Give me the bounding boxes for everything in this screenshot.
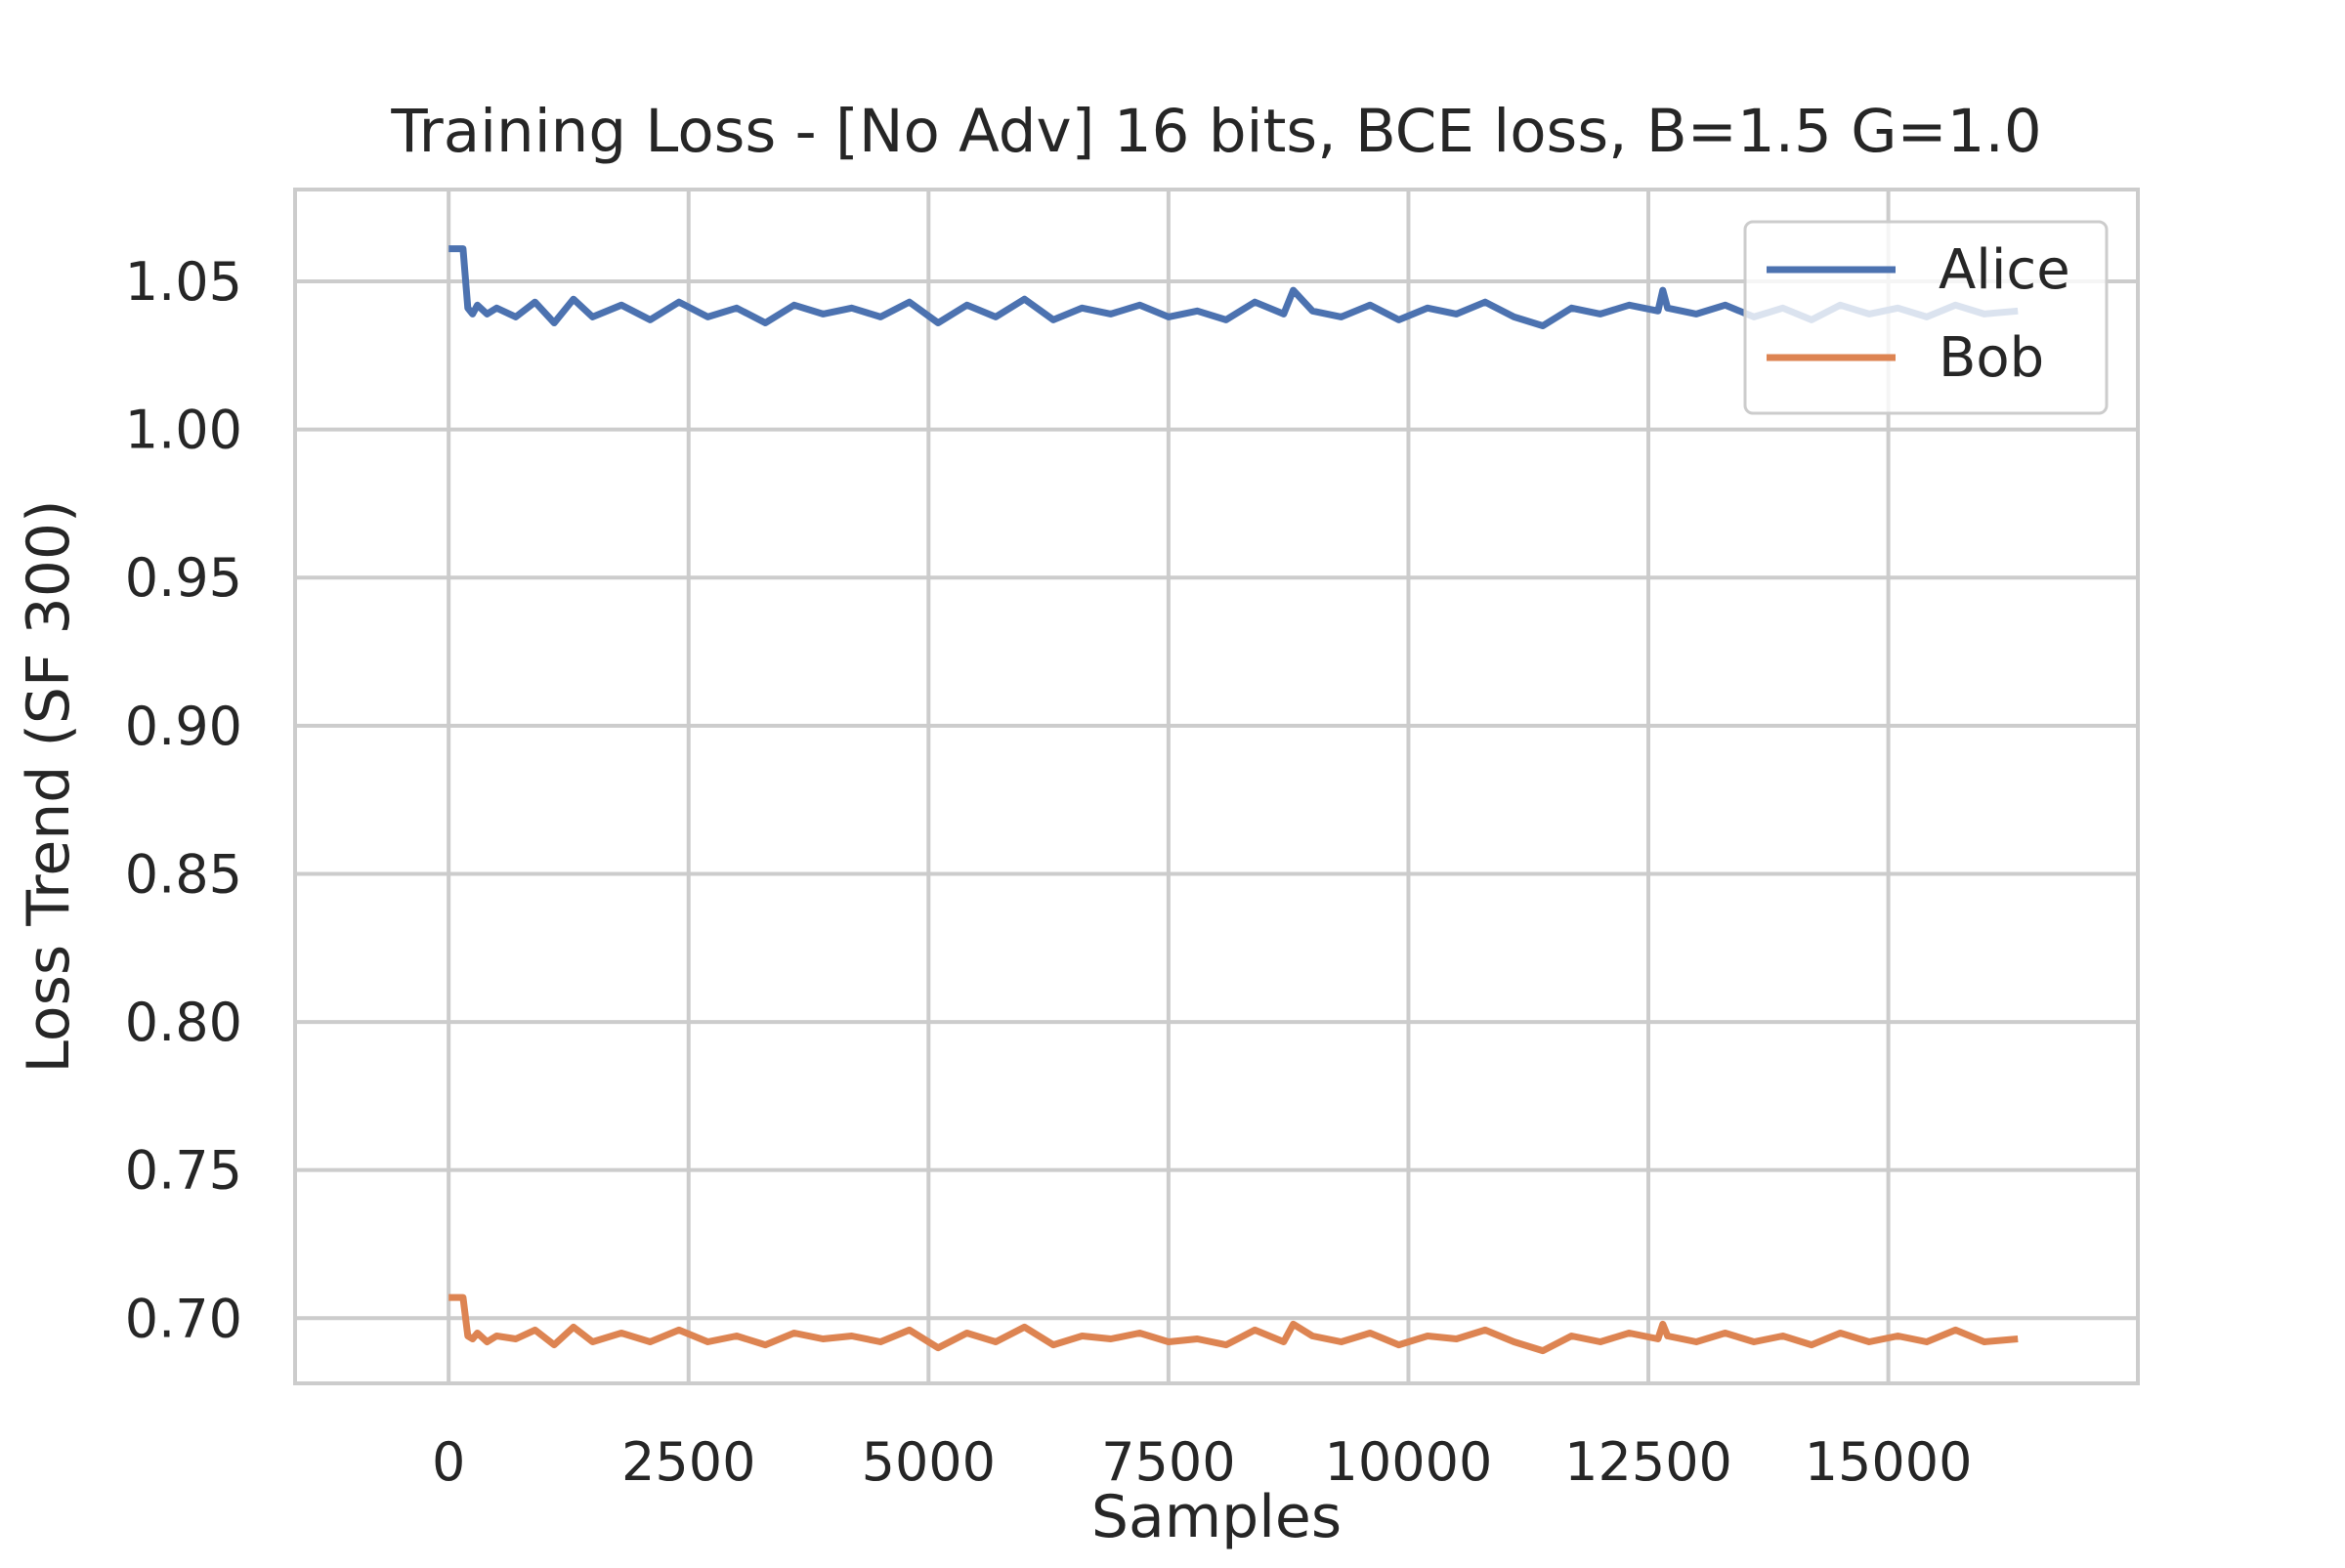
x-tick-label: 15000: [1805, 1431, 1973, 1493]
y-tick-label: 1.05: [125, 251, 242, 313]
legend-label-bob: Bob: [1939, 326, 2044, 390]
chart-title: Training Loss - [No Adv] 16 bits, BCE lo…: [390, 97, 2041, 166]
x-tick-label: 10000: [1325, 1431, 1493, 1493]
x-tick-label: 7500: [1101, 1431, 1235, 1493]
y-tick-label: 0.75: [125, 1140, 242, 1202]
y-tick-label: 0.80: [125, 992, 242, 1053]
y-axis-label: Loss Trend (SF 300): [15, 500, 83, 1074]
series-line-alice: [448, 245, 2019, 329]
plot-frame: [293, 188, 2140, 1385]
y-tick-label: 0.90: [125, 696, 242, 757]
x-axis-label: Samples: [1091, 1483, 1342, 1551]
tick-labels: 0 2500 5000 7500 10000 12500 15000 0.70 0.75 0.80…: [125, 251, 1973, 1493]
y-tick-label: 0.95: [125, 547, 242, 609]
x-tick-label: 0: [432, 1431, 465, 1493]
y-tick-label: 1.00: [125, 400, 242, 461]
series-lines: [448, 245, 2019, 1355]
legend-label-alice: Alice: [1939, 238, 2070, 302]
y-tick-label: 0.85: [125, 843, 242, 905]
x-tick-label: 5000: [862, 1431, 996, 1493]
grid-lines: [295, 190, 2138, 1383]
x-tick-label: 2500: [621, 1431, 755, 1493]
series-line-bob: [448, 1293, 2019, 1355]
y-tick-label: 0.70: [125, 1288, 242, 1349]
legend: Alice Bob: [1743, 220, 2109, 415]
x-tick-label: 12500: [1564, 1431, 1732, 1493]
